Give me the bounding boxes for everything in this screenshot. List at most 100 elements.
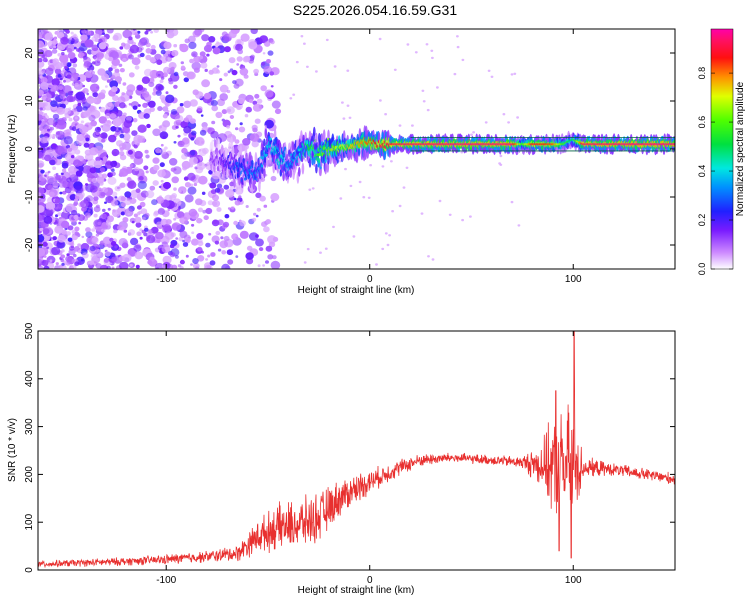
spectrogram-cell [197,207,204,213]
spectrogram-cell [131,130,138,137]
spectrogram-cell [149,185,156,191]
spectrogram-cell [460,151,464,154]
spectrogram-cell [119,182,126,188]
spectrogram-cell [242,138,251,146]
spectrogram-cell [69,142,77,149]
spectrogram-cell [93,219,103,228]
spectrogram-ridge-cell [228,142,231,155]
spectrogram-cell [101,187,108,194]
spectrogram-cell [128,229,136,236]
spectrogram-cell [51,136,56,139]
spectrogram-cell [153,211,159,217]
spectrogram-cell [165,55,173,62]
spectrogram-cell [219,84,229,93]
spectrogram-cell [44,113,48,116]
spectrogram-cell [183,100,192,109]
spectrogram-ridge-cell [214,139,217,148]
spectrogram-cell [427,255,430,258]
spectrogram-cell [227,259,234,265]
spectrogram-cell [111,58,120,66]
spectrogram-cell [72,63,78,68]
spectrogram-cell [73,35,79,40]
spectrogram-cell [67,147,73,152]
spectrogram-cell [45,175,50,179]
spectrogram-cell [384,232,388,235]
spectrogram-cell [251,140,259,148]
spectrogram-cell [146,235,156,244]
spectrogram-cell [80,200,89,208]
spectrogram-cell [192,258,199,264]
spectrogram-cell [140,37,150,46]
spectrogram-cell [133,156,144,165]
spectrogram-ridge-cell [308,157,312,168]
spectrogram-cell [134,65,140,70]
spectrogram-cell [264,41,271,47]
spectrogram-cell [85,71,93,78]
spectrogram-cell [104,251,111,257]
spectrogram-cell [233,83,240,89]
spectrogram-cell [108,67,113,72]
spectrogram-cell [100,89,106,95]
spectrogram-cell [73,214,79,220]
spectrogram-cell [102,156,108,161]
spectrogram-cell [167,208,171,212]
spectrogram-ridge-cell [231,145,235,158]
spectrogram-cell [61,168,67,173]
spectrogram-cell [253,212,257,216]
spectrogram-cell [237,49,243,55]
spectrogram-cell [219,78,223,82]
spectrogram-cell [174,168,177,171]
spectrogram-cell [261,221,268,227]
spectrogram-cell [300,35,304,38]
spectrogram-cell [226,249,234,256]
spectrogram-ridge-cell [217,138,221,151]
spectrogram-cell [101,138,106,143]
spectrogram-cell [40,77,48,84]
spectrogram-cell [175,237,179,240]
spectrogram-cell [91,44,99,52]
spectrogram-cell [209,182,217,189]
spectrogram-cell [136,231,142,237]
spectrogram-cell [179,266,184,269]
spectrogram-cell [106,221,112,227]
spectrogram-cell [152,180,159,186]
spectrogram-cell [160,143,164,147]
spectrogram-cell [111,191,118,197]
spectrogram-cell [381,247,385,251]
spectrogram-cell [270,193,280,202]
spectrogram-cell [183,77,189,83]
spectrogram-cell [384,113,387,116]
spectrogram-cell [179,190,182,193]
spectrogram-cell [255,238,264,247]
spectrogram-cell [261,61,266,66]
spectrogram-cell [42,136,50,144]
spectrogram-cell [226,125,231,129]
spectrogram-cell [156,221,163,227]
spectrogram-cell [57,204,63,209]
spectrogram-cell [153,29,159,33]
spectrogram-cell [139,228,143,232]
spectrogram-cell [173,71,179,77]
spectrogram-cell [88,114,96,122]
spectrogram-cell [188,35,196,43]
spectrogram-cell [56,29,64,37]
spectrogram-cell [100,213,107,220]
spectrogram-cell [65,29,70,34]
spectrogram-cell [144,149,149,154]
spectrogram-cell [59,54,69,63]
spectrogram-cell [161,245,171,254]
spectrogram-cell [82,55,88,60]
spectrogram-cell [487,69,491,73]
spectrogram-cell [66,44,75,53]
spectrogram-cell [75,170,83,177]
spectrogram-cell [132,105,138,110]
spectrogram-cell [188,41,197,50]
spectrogram-cell [55,130,65,140]
spectrogram-cell [211,120,216,125]
spectrogram-cell [39,31,44,35]
spectrogram-cell [47,128,51,132]
spectrogram-cell [236,63,240,66]
spectrogram-cell [295,60,299,64]
spectrogram-cell [358,180,362,184]
spectrogram-ridge-cell [331,133,335,144]
